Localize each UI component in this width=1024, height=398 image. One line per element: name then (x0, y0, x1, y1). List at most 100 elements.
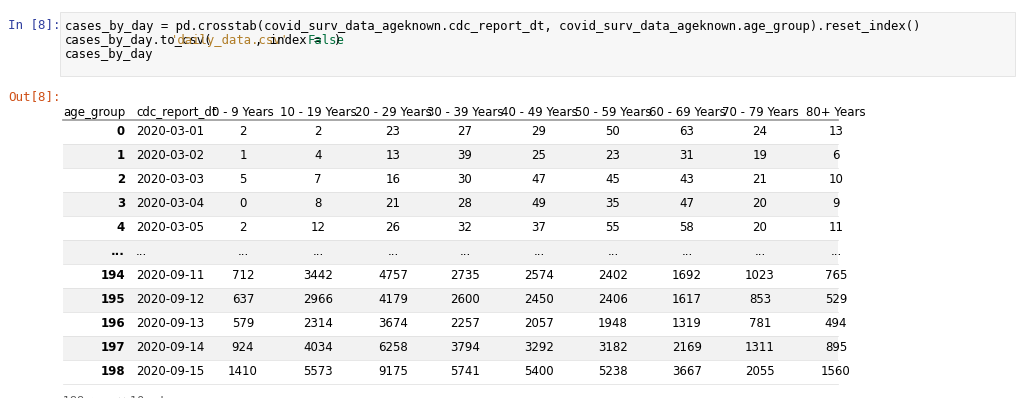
Text: 1948: 1948 (598, 317, 628, 330)
Text: 5400: 5400 (524, 365, 554, 378)
Text: 2055: 2055 (745, 365, 775, 378)
Text: 43: 43 (680, 173, 694, 186)
Text: 20 - 29 Years: 20 - 29 Years (354, 106, 431, 119)
Text: 'daily_data.csv': 'daily_data.csv' (171, 34, 289, 47)
Text: 895: 895 (825, 341, 847, 354)
Text: 20: 20 (753, 197, 767, 210)
Text: cases_by_day: cases_by_day (65, 48, 154, 61)
Text: 2020-03-04: 2020-03-04 (136, 197, 204, 210)
Text: 2600: 2600 (451, 293, 480, 306)
Text: 3667: 3667 (672, 365, 701, 378)
Text: 195: 195 (100, 293, 125, 306)
Text: 2020-03-05: 2020-03-05 (136, 221, 204, 234)
Text: 30: 30 (458, 173, 472, 186)
Text: 24: 24 (753, 125, 768, 138)
Text: 1560: 1560 (821, 365, 851, 378)
FancyBboxPatch shape (63, 360, 838, 384)
Text: 5238: 5238 (598, 365, 628, 378)
Text: 2169: 2169 (672, 341, 702, 354)
Text: ): ) (334, 34, 342, 47)
Text: 197: 197 (100, 341, 125, 354)
Text: 6: 6 (833, 149, 840, 162)
Text: 4757: 4757 (378, 269, 408, 282)
Text: 12: 12 (310, 221, 326, 234)
Text: 50 - 59 Years: 50 - 59 Years (574, 106, 651, 119)
Text: 1: 1 (117, 149, 125, 162)
Text: 5741: 5741 (451, 365, 480, 378)
Text: 198: 198 (100, 365, 125, 378)
Text: age_group: age_group (62, 106, 125, 119)
Text: ...: ... (607, 245, 618, 258)
Text: ...: ... (112, 245, 125, 258)
Text: 58: 58 (680, 221, 694, 234)
Text: 196: 196 (100, 317, 125, 330)
Text: 1023: 1023 (745, 269, 775, 282)
Text: 4: 4 (314, 149, 322, 162)
Text: 49: 49 (531, 197, 547, 210)
FancyBboxPatch shape (63, 240, 838, 264)
Text: 80+ Years: 80+ Years (806, 106, 866, 119)
Text: 3182: 3182 (598, 341, 628, 354)
FancyBboxPatch shape (63, 192, 838, 216)
Text: 35: 35 (605, 197, 621, 210)
Text: 16: 16 (385, 173, 400, 186)
Text: 39: 39 (458, 149, 472, 162)
Text: 1410: 1410 (228, 365, 258, 378)
Text: 2735: 2735 (451, 269, 480, 282)
Text: 2020-03-02: 2020-03-02 (136, 149, 204, 162)
Text: 13: 13 (828, 125, 844, 138)
Text: 37: 37 (531, 221, 547, 234)
Text: 1311: 1311 (745, 341, 775, 354)
Text: 47: 47 (680, 197, 694, 210)
Text: ...: ... (755, 245, 766, 258)
Text: 26: 26 (385, 221, 400, 234)
FancyBboxPatch shape (60, 12, 1015, 76)
Text: 13: 13 (386, 149, 400, 162)
Text: 781: 781 (749, 317, 771, 330)
Text: 579: 579 (231, 317, 254, 330)
Text: 2: 2 (314, 125, 322, 138)
Text: 765: 765 (824, 269, 847, 282)
Text: 1692: 1692 (672, 269, 702, 282)
Text: 4034: 4034 (303, 341, 333, 354)
Text: 55: 55 (605, 221, 621, 234)
Text: ...: ... (238, 245, 249, 258)
Text: 1617: 1617 (672, 293, 702, 306)
Text: 3: 3 (117, 197, 125, 210)
Text: ...: ... (830, 245, 842, 258)
Text: In [8]:: In [8]: (8, 18, 60, 31)
Text: 31: 31 (680, 149, 694, 162)
Text: 853: 853 (749, 293, 771, 306)
Text: 194: 194 (100, 269, 125, 282)
Text: 47: 47 (531, 173, 547, 186)
Text: 2966: 2966 (303, 293, 333, 306)
Text: 6258: 6258 (378, 341, 408, 354)
Text: 2: 2 (117, 173, 125, 186)
Text: 0: 0 (117, 125, 125, 138)
Text: 30 - 39 Years: 30 - 39 Years (427, 106, 503, 119)
FancyBboxPatch shape (63, 120, 838, 144)
Text: 10 - 19 Years: 10 - 19 Years (280, 106, 356, 119)
Text: 40 - 49 Years: 40 - 49 Years (501, 106, 578, 119)
Text: 23: 23 (605, 149, 621, 162)
Text: 199 rows × 10 columns: 199 rows × 10 columns (63, 396, 195, 398)
Text: 29: 29 (531, 125, 547, 138)
Text: 2020-09-11: 2020-09-11 (136, 269, 205, 282)
Text: ...: ... (387, 245, 398, 258)
Text: 924: 924 (231, 341, 254, 354)
Text: 9: 9 (833, 197, 840, 210)
Text: ...: ... (460, 245, 471, 258)
Text: 70 - 79 Years: 70 - 79 Years (722, 106, 799, 119)
Text: 637: 637 (231, 293, 254, 306)
Text: 0 - 9 Years: 0 - 9 Years (212, 106, 273, 119)
Text: 2: 2 (240, 221, 247, 234)
Text: 2020-03-01: 2020-03-01 (136, 125, 204, 138)
FancyBboxPatch shape (63, 336, 838, 360)
Text: 4179: 4179 (378, 293, 408, 306)
Text: 21: 21 (753, 173, 768, 186)
Text: 2406: 2406 (598, 293, 628, 306)
Text: 2450: 2450 (524, 293, 554, 306)
FancyBboxPatch shape (63, 144, 838, 168)
Text: ...: ... (681, 245, 692, 258)
Text: 20: 20 (753, 221, 767, 234)
